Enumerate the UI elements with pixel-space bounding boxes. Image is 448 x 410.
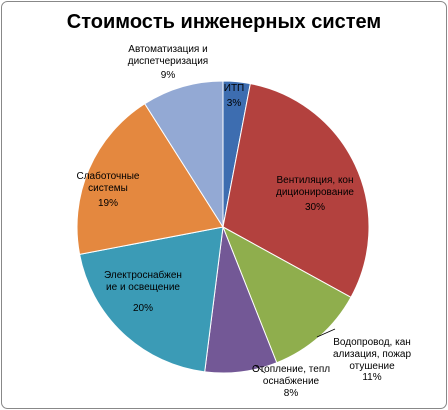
pie-slice <box>222 225 352 364</box>
pie-slice <box>144 80 224 229</box>
pie-slice <box>222 83 370 299</box>
chart-title: Стоимость инженерных систем <box>67 11 381 33</box>
slice-label: Слаботочные системы <box>77 170 140 194</box>
slice-value-label: 3% <box>227 98 242 109</box>
pie <box>76 80 370 374</box>
slice-label: Автоматизация и диспетчеризация <box>128 44 208 67</box>
slice-value-label: 30% <box>305 202 325 213</box>
slice-value-label: 9% <box>161 70 176 81</box>
slice-label: Электроснабжен ие и освещение <box>104 269 182 293</box>
slice-label: Отопление, тепл оснабжение <box>252 364 330 387</box>
slice-label: ИТП <box>224 83 244 94</box>
slice-label: Водопровод, кан ализация, пожар отушение <box>333 337 412 372</box>
pie-slice <box>76 103 224 255</box>
leader-line <box>254 364 266 374</box>
slice-value-label: 11% <box>362 372 381 383</box>
slice-value-label: 19% <box>98 198 118 209</box>
leader-line <box>316 328 336 338</box>
slice-label: Вентиляция, кон диционирование <box>276 175 354 198</box>
slice-value-label: 20% <box>133 303 153 314</box>
pie-slice <box>79 226 224 373</box>
slice-value-label: 8% <box>284 388 299 399</box>
